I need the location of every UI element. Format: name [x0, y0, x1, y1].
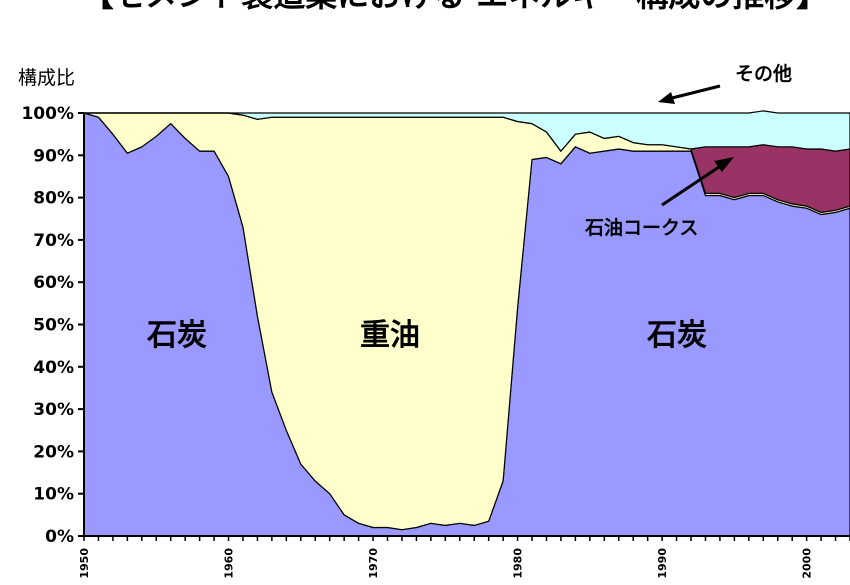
region-label-heavy-oil: 重油	[360, 318, 420, 353]
y-tick-label: 50%	[33, 316, 74, 336]
y-tick-label: 70%	[33, 231, 74, 251]
x-tick-label: 1970	[367, 548, 380, 579]
x-tick-labels: 1950 1960 1970 1980 1990 2000	[78, 536, 850, 579]
y-tick-label: 100%	[21, 104, 74, 124]
region-label-coal-left: 石炭	[146, 318, 207, 353]
y-tick-labels: 0% 10% 20% 30% 40% 50% 60% 70% 80% 90% 100%	[21, 104, 84, 547]
x-tick-label: 1980	[512, 548, 525, 579]
x-tick-label: 1960	[223, 548, 236, 579]
y-tick-label: 60%	[33, 273, 74, 293]
arrow-other	[658, 84, 721, 104]
x-tick-label: 1990	[656, 548, 669, 579]
callout-petroleum-coke: 石油コークス	[584, 217, 698, 239]
y-tick-label: 20%	[33, 442, 74, 462]
area-series-3	[83, 110, 850, 152]
x-tick-label: 1950	[78, 548, 91, 579]
y-tick-label: 30%	[33, 400, 74, 420]
callout-other: その他	[735, 62, 792, 85]
y-tick-label: 40%	[33, 358, 74, 378]
arrow-petroleum-coke	[661, 157, 734, 207]
y-tick-label: 80%	[33, 189, 74, 209]
area-series-group	[83, 110, 850, 537]
x-tick-label: 2000	[801, 548, 814, 579]
chart-title: 【セメント製造業における エネルギー構成の推移】	[82, 0, 829, 14]
y-tick-label: 0%	[45, 527, 74, 547]
y-axis-label: 構成比	[18, 67, 75, 89]
region-label-coal-right: 石炭	[646, 318, 707, 353]
y-tick-label: 10%	[33, 485, 74, 505]
y-tick-label: 90%	[33, 146, 74, 166]
